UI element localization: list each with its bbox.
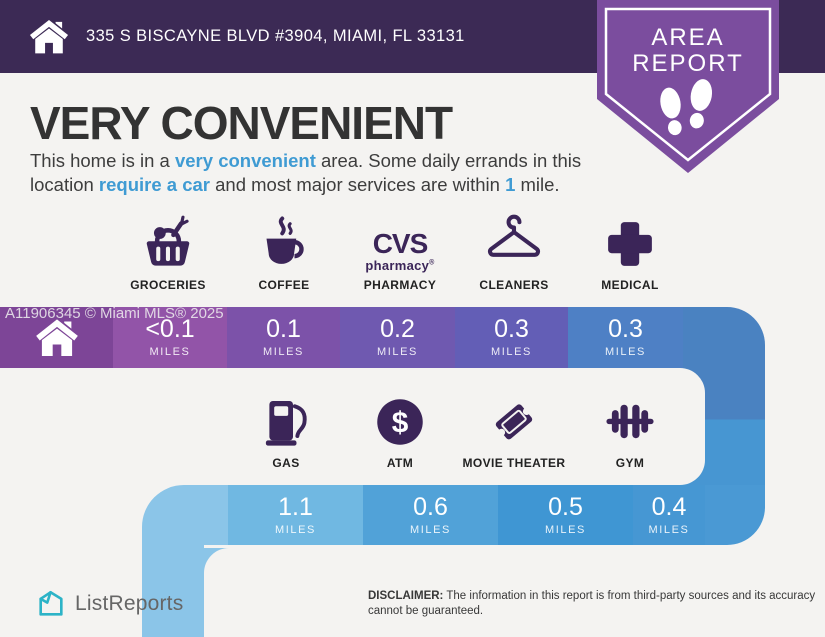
medical-cross-icon xyxy=(608,222,652,266)
distance-band-top: <0.1 MILES 0.1 MILES 0.2 MILES 0.3 MILES… xyxy=(0,307,765,368)
category-coffee: COFFEE xyxy=(219,214,349,292)
page-title: VERY CONVENIENT xyxy=(30,97,453,149)
distance-unit: MILES xyxy=(262,346,304,358)
category-label: GROCERIES xyxy=(130,278,206,292)
listreports-logo: ListReports xyxy=(36,589,183,619)
route-corner xyxy=(680,368,705,393)
registered-mark: ® xyxy=(429,259,435,267)
distance-cell: 0.2 MILES xyxy=(340,307,455,368)
category-label: PHARMACY xyxy=(363,278,437,292)
category-label: MOVIE THEATER xyxy=(462,456,566,470)
property-address: 335 S BISCAYNE BLVD #3904, MIAMI, FL 331… xyxy=(86,27,465,45)
distance-cell: 1.1 MILES xyxy=(228,485,363,545)
badge-line1: AREA xyxy=(651,24,725,51)
badge-shape xyxy=(597,0,779,173)
category-label: COFFEE xyxy=(258,278,310,292)
cvs-logo-subtext: pharmacy xyxy=(365,258,430,273)
distance-unit: MILES xyxy=(149,346,191,358)
category-label: GAS xyxy=(272,456,300,470)
badge-line2: REPORT xyxy=(632,50,744,77)
cleaners-hanger-icon xyxy=(488,214,540,257)
subtitle-text: This home is in a xyxy=(30,150,175,171)
distance-value: <0.1 xyxy=(145,315,195,343)
area-report-badge: AREA REPORT xyxy=(597,0,779,176)
route-turn xyxy=(683,307,765,368)
category-cleaners: CLEANERS xyxy=(449,214,579,292)
distance-unit: MILES xyxy=(376,346,418,358)
footprints-icon xyxy=(660,79,713,136)
category-label: GYM xyxy=(615,456,645,470)
distance-value: 0.2 xyxy=(380,315,415,343)
coffee-cup-icon xyxy=(266,216,304,264)
movie-ticket-icon xyxy=(495,404,533,440)
listreports-logo-icon xyxy=(39,590,63,616)
distance-value: 0.3 xyxy=(494,315,529,343)
distance-value: 0.5 xyxy=(548,492,583,521)
subtitle-highlight: very convenient xyxy=(174,150,316,171)
category-pharmacy: CVS pharmacy® PHARMACY xyxy=(335,214,465,293)
distance-cell: 0.6 MILES xyxy=(363,485,498,545)
distance-unit: MILES xyxy=(544,523,586,536)
category-label: MEDICAL xyxy=(601,278,659,292)
distance-cell: 0.5 MILES xyxy=(498,485,633,545)
category-gym: GYM xyxy=(565,392,695,470)
category-groceries: GROCERIES xyxy=(103,214,233,292)
category-movie-theater: MOVIE THEATER xyxy=(449,392,579,470)
disclaimer-text: The information in this report is from t… xyxy=(368,590,816,617)
subtitle-text: and most major services are within xyxy=(209,174,506,196)
subtitle-text: mile. xyxy=(515,174,560,196)
category-atm: $ ATM xyxy=(335,392,465,470)
distance-value: 0.3 xyxy=(608,315,643,343)
subtitle-highlight: require a car xyxy=(98,174,210,196)
route-path-bottom-left xyxy=(142,545,204,637)
home-icon xyxy=(29,19,69,53)
gas-pump-icon xyxy=(265,401,307,446)
category-label: ATM xyxy=(386,456,414,470)
home-icon xyxy=(35,318,78,356)
dollar-symbol: $ xyxy=(392,407,409,440)
category-gas: GAS xyxy=(221,392,351,470)
cvs-logo-text: CVS xyxy=(372,228,429,259)
disclaimer: DISCLAIMER: The information in this repo… xyxy=(368,589,818,619)
distance-band-bottom: 1.1 MILES 0.6 MILES 0.5 MILES 0.4 MILES xyxy=(142,485,765,545)
gym-dumbbell-icon xyxy=(606,404,654,439)
distance-value: 0.4 xyxy=(651,492,687,521)
route-path-right xyxy=(705,368,765,485)
distance-cell: 0.3 MILES xyxy=(455,307,568,368)
disclaimer-label: DISCLAIMER: xyxy=(368,590,444,602)
distance-value: 0.6 xyxy=(413,492,448,521)
mls-watermark: A11906345 © Miami MLS® 2025 xyxy=(5,305,224,322)
subtitle-text: area. Some daily errands in this locatio… xyxy=(30,150,582,196)
distance-cell: 0.1 MILES xyxy=(227,307,340,368)
subtitle-highlight: 1 xyxy=(505,174,516,196)
distance-unit: MILES xyxy=(490,346,532,358)
home-cell xyxy=(0,307,113,368)
atm-icon: $ xyxy=(377,399,423,445)
category-label: CLEANERS xyxy=(479,278,549,292)
distance-unit: MILES xyxy=(274,523,316,536)
route-corner xyxy=(680,460,705,485)
route-turn xyxy=(142,485,228,545)
groceries-basket-icon xyxy=(146,215,190,266)
distance-value: 1.1 xyxy=(278,492,313,521)
distance-unit: MILES xyxy=(604,346,646,358)
category-medical: MEDICAL xyxy=(565,214,695,292)
distance-unit: MILES xyxy=(409,523,451,536)
distance-cell: <0.1 MILES xyxy=(113,307,227,368)
route-turn xyxy=(705,485,765,545)
subtitle: This home is in a very convenient area. … xyxy=(30,149,590,197)
distance-cell: 0.4 MILES xyxy=(633,485,705,545)
brand-name: ListReports xyxy=(75,592,184,615)
distance-unit: MILES xyxy=(648,523,690,536)
cvs-pharmacy-logo: CVS pharmacy® xyxy=(365,228,435,273)
distance-value: 0.1 xyxy=(266,315,301,343)
distance-cell: 0.3 MILES xyxy=(568,307,683,368)
route-corner xyxy=(204,548,229,573)
